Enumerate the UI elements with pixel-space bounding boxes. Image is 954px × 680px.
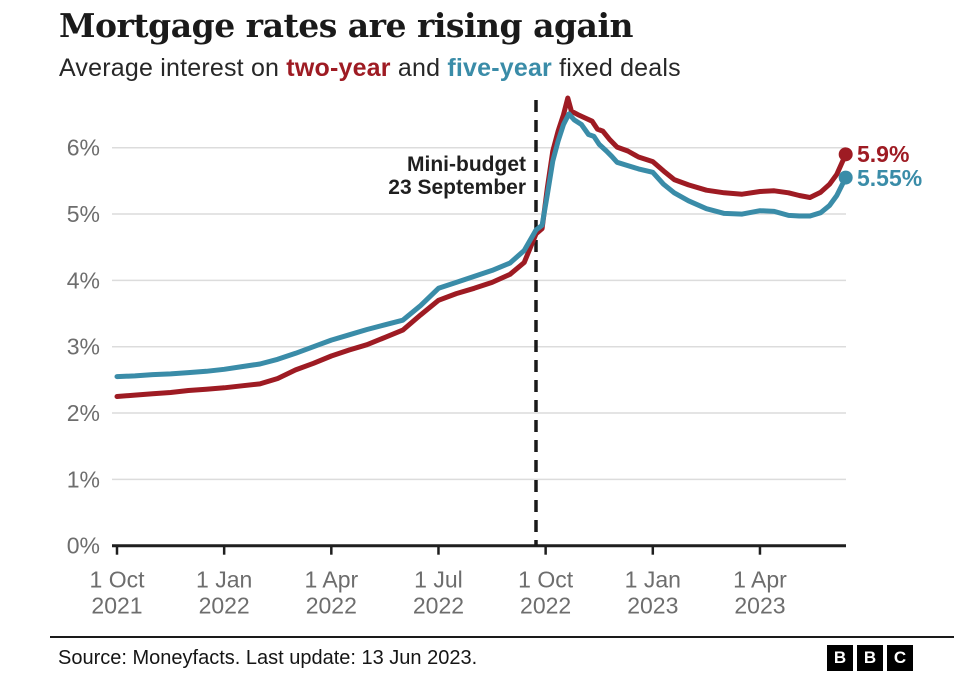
two-year-legend: two-year	[286, 54, 391, 82]
y-tick-label: 2%	[67, 400, 100, 426]
two-year-end-label: 5.9%	[857, 141, 910, 167]
bbc-logo-block-2: B	[857, 645, 883, 671]
x-tick-label-line2: 2022	[306, 593, 357, 619]
y-tick-label: 6%	[67, 135, 100, 161]
chart-subtitle: Average interest on two-year and five-ye…	[59, 54, 681, 83]
subtitle-and: and	[390, 54, 448, 82]
x-tick-label-line2: 2023	[627, 593, 678, 619]
bbc-logo-block-3: C	[887, 645, 913, 671]
five-year-legend: five-year	[447, 54, 552, 82]
five-year-line	[114, 111, 849, 380]
x-tick-label-line1: 1 Oct	[90, 567, 146, 593]
x-tick-label-line1: 1 Apr	[733, 567, 787, 593]
footer-divider	[50, 636, 954, 638]
five-year-end-dot	[838, 170, 853, 185]
mini-budget-annotation: Mini-budget 23 September	[388, 153, 526, 199]
x-tick-label-line1: 1 Jan	[625, 567, 681, 593]
y-tick-label: 1%	[67, 466, 100, 492]
x-tick-label-line2: 2022	[413, 593, 464, 619]
subtitle-prefix: Average interest on	[59, 54, 287, 82]
x-tick-label-line2: 2021	[91, 593, 142, 619]
two-year-end-dot	[838, 147, 853, 162]
y-tick-label: 5%	[67, 201, 100, 227]
x-tick-label-line1: 1 Apr	[304, 567, 358, 593]
y-tick-label: 0%	[67, 533, 100, 559]
x-tick-label-line1: 1 Oct	[518, 567, 574, 593]
annotation-line-2: 23 September	[388, 176, 526, 199]
x-tick-label-line1: 1 Jul	[414, 567, 463, 593]
y-tick-label: 3%	[67, 334, 100, 360]
chart-title: Mortgage rates are rising again	[59, 6, 633, 45]
bbc-logo: B B C	[827, 645, 913, 671]
two-year-line	[114, 95, 849, 399]
source-text: Source: Moneyfacts. Last update: 13 Jun …	[58, 647, 478, 669]
annotation-line-1: Mini-budget	[407, 153, 526, 176]
bbc-logo-block-1: B	[827, 645, 853, 671]
x-tick-label-line2: 2022	[199, 593, 250, 619]
y-tick-label: 4%	[67, 267, 100, 293]
five-year-end-label: 5.55%	[857, 165, 923, 191]
x-tick-label-line1: 1 Jan	[196, 567, 252, 593]
subtitle-suffix: fixed deals	[551, 54, 681, 82]
x-tick-label-line2: 2023	[734, 593, 785, 619]
x-tick-label-line2: 2022	[520, 593, 571, 619]
